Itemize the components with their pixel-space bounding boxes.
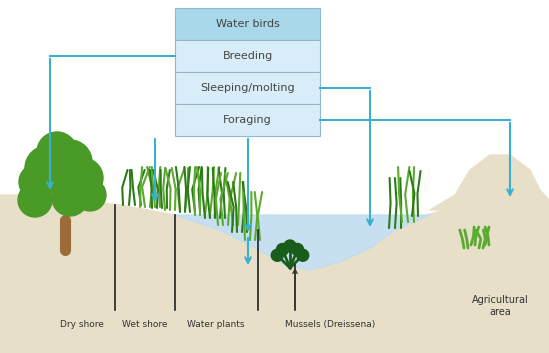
- Circle shape: [296, 249, 309, 261]
- Circle shape: [19, 164, 55, 200]
- Text: Sleeping/molting: Sleeping/molting: [200, 83, 295, 93]
- Circle shape: [284, 240, 296, 252]
- Bar: [175, 104, 320, 136]
- Circle shape: [52, 180, 88, 216]
- Bar: [175, 8, 320, 40]
- Text: Mussels (Dreissena): Mussels (Dreissena): [285, 320, 375, 329]
- Circle shape: [63, 158, 103, 198]
- Text: Agricultural
area: Agricultural area: [472, 295, 528, 317]
- Circle shape: [25, 146, 69, 190]
- Text: Dry shore: Dry shore: [60, 320, 104, 329]
- Polygon shape: [175, 215, 430, 270]
- Text: Breeding: Breeding: [222, 51, 273, 61]
- Text: Water plants: Water plants: [187, 320, 245, 329]
- Bar: [175, 40, 320, 72]
- Text: Foraging: Foraging: [223, 115, 272, 125]
- Polygon shape: [430, 155, 549, 210]
- Circle shape: [48, 140, 92, 184]
- Text: Wet shore: Wet shore: [122, 320, 168, 329]
- Polygon shape: [0, 195, 549, 353]
- Circle shape: [271, 249, 283, 261]
- Circle shape: [18, 183, 52, 217]
- Bar: [175, 72, 320, 104]
- Circle shape: [292, 244, 304, 256]
- Text: Water birds: Water birds: [216, 19, 279, 29]
- Circle shape: [277, 244, 289, 256]
- Circle shape: [37, 132, 77, 172]
- Circle shape: [74, 179, 106, 211]
